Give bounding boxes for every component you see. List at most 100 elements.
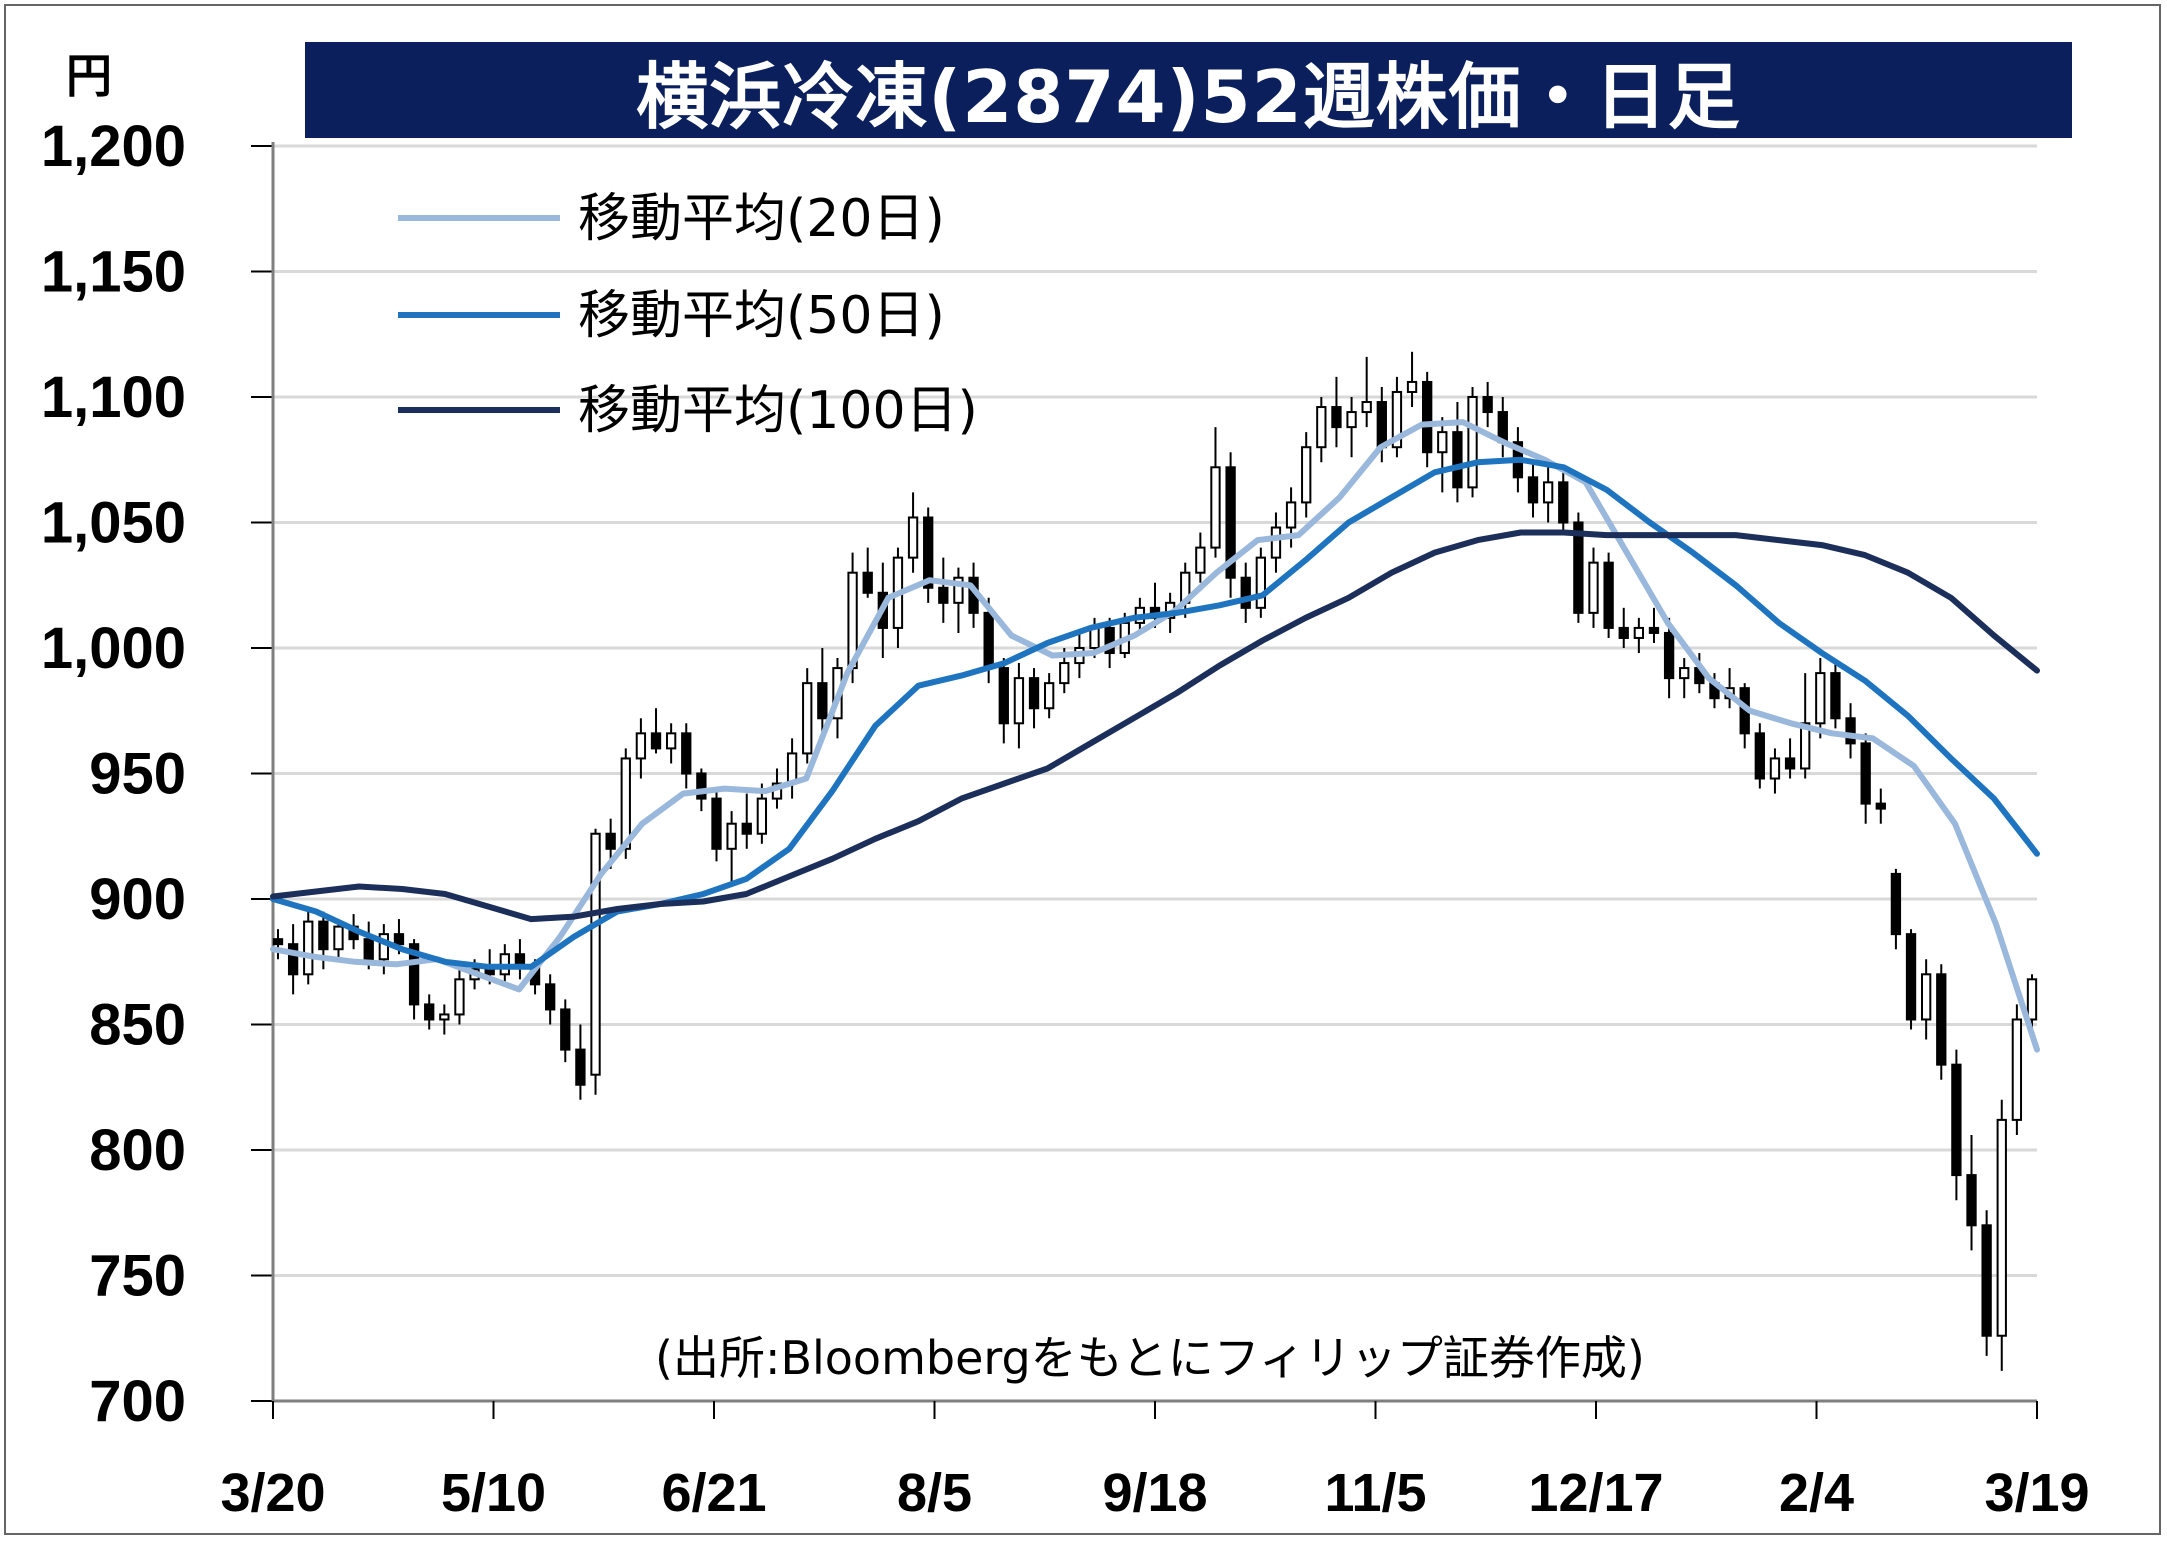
candle-body: [1648, 626, 1660, 634]
candle-body: [1754, 732, 1765, 780]
chart-title: 横浜冷凍(2874)52週株価・日足: [636, 54, 1741, 139]
candle-body: [1255, 556, 1267, 609]
candle-body: [711, 797, 722, 850]
x-tick-label: 11/5: [1324, 1463, 1426, 1523]
candle-body: [484, 968, 495, 976]
candle-body: [1210, 466, 1221, 549]
candle: [1966, 1134, 1977, 1251]
candle: [1951, 1049, 1962, 1201]
candle-body: [1452, 431, 1463, 489]
y-tick-label: 1,000: [41, 616, 186, 681]
candle: [1406, 351, 1418, 408]
candle-body: [1391, 390, 1403, 449]
candle: [907, 492, 919, 573]
candle: [1331, 376, 1342, 448]
candle-body: [1406, 380, 1418, 393]
candle: [726, 811, 737, 884]
candle-body: [363, 938, 374, 961]
candle-body: [1966, 1174, 1977, 1227]
candle-body: [287, 943, 299, 976]
candle: [1754, 723, 1765, 789]
candle-body: [1361, 401, 1372, 414]
candle-body: [923, 516, 934, 589]
candle-body: [1225, 466, 1236, 579]
candle-body: [1815, 672, 1826, 725]
candle-body: [1936, 973, 1947, 1066]
x-tick-label: 8/5: [897, 1463, 972, 1523]
candle: [1361, 356, 1372, 428]
candle: [590, 828, 601, 1095]
candle: [1588, 547, 1599, 628]
legend-label-ma100: 移動平均(100日): [578, 381, 978, 441]
candle: [2026, 974, 2038, 1035]
candle-body: [1270, 526, 1282, 559]
candle: [817, 648, 828, 734]
candle: [1633, 617, 1645, 654]
candle-body: [802, 682, 813, 755]
candle: [2011, 1004, 2023, 1135]
candle: [938, 557, 949, 623]
source-note: (出所:Bloombergをもとにフィリップ証券作成): [655, 1331, 1645, 1385]
candle: [1618, 607, 1629, 648]
candle: [1920, 959, 1932, 1040]
ma50-line: [270, 456, 2040, 970]
chart-frame: [4, 4, 2161, 1535]
candle-body: [665, 732, 677, 750]
candle: [1784, 738, 1796, 779]
candle: [1270, 512, 1282, 573]
candle-body: [1996, 1118, 2007, 1337]
candle-body: [696, 772, 707, 800]
candle: [1890, 868, 1902, 950]
candle: [287, 924, 299, 995]
legend: 移動平均(20日) 移動平均(50日) 移動平均(100日): [398, 189, 978, 441]
candle-body: [333, 925, 344, 951]
candle: [303, 909, 314, 985]
candle-body: [1376, 401, 1387, 449]
candle-body: [1316, 406, 1327, 449]
candle: [1422, 371, 1433, 468]
candle: [802, 668, 813, 764]
candle-body: [2026, 978, 2038, 1021]
candle: [1936, 964, 1947, 1080]
ma20-line: [270, 419, 2040, 1053]
candle: [1028, 668, 1040, 729]
candle: [1981, 1210, 1992, 1356]
y-tick-label: 900: [89, 867, 186, 932]
candle-body: [1240, 576, 1251, 609]
candle-body: [1089, 626, 1100, 649]
candle: [1482, 381, 1493, 428]
x-tick-label: 9/18: [1102, 1463, 1207, 1523]
candle: [1255, 547, 1267, 618]
candle-body: [726, 822, 737, 850]
candle: [378, 924, 390, 975]
candle: [998, 658, 1009, 744]
candle: [1875, 788, 1886, 824]
candle-body: [1467, 396, 1478, 489]
candle-body: [635, 732, 647, 760]
candle: [1527, 462, 1539, 518]
candle: [1648, 607, 1660, 643]
y-tick-label: 1,050: [41, 491, 186, 556]
candle-body: [756, 797, 768, 835]
candle-body: [1769, 757, 1781, 780]
candle: [1452, 402, 1463, 503]
candle-body: [741, 822, 752, 835]
candle-body: [1920, 973, 1932, 1021]
candle-body: [1784, 757, 1796, 770]
candle-body: [983, 611, 994, 670]
x-tick-label: 12/17: [1528, 1463, 1663, 1523]
candle: [545, 974, 556, 1025]
candle-body: [907, 516, 919, 559]
candle-body: [1618, 626, 1629, 639]
candle: [1316, 397, 1327, 463]
y-tick-label: 800: [89, 1118, 186, 1183]
candle-body: [1588, 561, 1599, 614]
y-tick-label: 750: [89, 1244, 186, 1309]
candle-body: [318, 920, 329, 951]
x-tick-label: 6/21: [661, 1463, 766, 1523]
candle-body: [1633, 626, 1645, 639]
candle: [1679, 658, 1690, 699]
candle: [635, 718, 647, 779]
candle-layer: [272, 351, 2038, 1371]
